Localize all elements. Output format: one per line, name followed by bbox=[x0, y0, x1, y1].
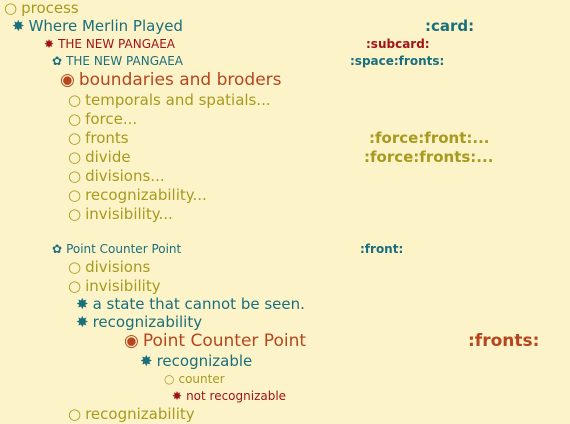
outline-item-process[interactable]: ○ process bbox=[4, 1, 79, 16]
heading-label: counter bbox=[178, 372, 225, 386]
outline-item-temporals[interactable]: ○ temporals and spatials... bbox=[68, 93, 271, 108]
heading-label: recognizability bbox=[92, 313, 203, 331]
heading-label: Point Counter Point bbox=[142, 331, 307, 351]
outline-item-space[interactable]: ✿ THE NEW PANGAEA bbox=[52, 55, 183, 67]
heading-label: fronts bbox=[85, 129, 129, 147]
outline-item-boundaries[interactable]: ◉ boundaries and broders bbox=[60, 72, 282, 89]
radio-bullet-icon: ◉ bbox=[124, 331, 139, 351]
heading-label: divisions... bbox=[85, 167, 165, 185]
tag-force-front: :force:front:... bbox=[369, 129, 490, 147]
heading-label: boundaries and broders bbox=[78, 70, 282, 90]
circle-bullet-icon: ○ bbox=[68, 129, 82, 147]
heading-label: THE NEW PANGAEA bbox=[66, 54, 184, 68]
star-bullet-icon: ✸ bbox=[12, 17, 25, 35]
tag-card: :card: bbox=[425, 17, 475, 35]
tag-front: :front: bbox=[360, 242, 404, 256]
outline-item-subcard[interactable]: ✸ THE NEW PANGAEA bbox=[44, 38, 175, 50]
outline-item-pcp[interactable]: ✿ Point Counter Point bbox=[52, 243, 181, 255]
flower-bullet-icon: ✿ bbox=[52, 242, 63, 256]
heading-label: temporals and spatials... bbox=[85, 91, 271, 109]
heading-label: process bbox=[21, 0, 79, 17]
heading-label: not recognizable bbox=[186, 389, 287, 403]
outline-item-invisibility[interactable]: ○ invisibility... bbox=[68, 207, 173, 222]
outline-item-notrecog[interactable]: ✸ not recognizable bbox=[172, 390, 286, 402]
heading-label: Point Counter Point bbox=[66, 242, 182, 256]
outline-item-recog[interactable]: ✸ recognizability bbox=[76, 315, 202, 330]
star-bullet-icon: ✸ bbox=[44, 37, 55, 51]
outline-item-recognizability[interactable]: ○ recognizability... bbox=[68, 188, 207, 203]
circle-bullet-icon: ○ bbox=[68, 91, 82, 109]
outline-item-divide[interactable]: ○ divide bbox=[68, 150, 131, 165]
flower-bullet-icon: ✿ bbox=[52, 54, 63, 68]
heading-label: THE NEW PANGAEA bbox=[58, 37, 176, 51]
heading-label: recognizability bbox=[85, 405, 195, 423]
outline-item-divisions-2[interactable]: ○ divisions bbox=[68, 260, 150, 275]
tag-fronts: :fronts: bbox=[468, 331, 540, 351]
tag-subcard: :subcard: bbox=[366, 37, 430, 51]
outline-item-divisions[interactable]: ○ divisions... bbox=[68, 169, 165, 184]
heading-label: divide bbox=[85, 148, 131, 166]
circle-bullet-icon: ○ bbox=[68, 148, 82, 166]
star-bullet-icon: ✸ bbox=[76, 295, 89, 313]
outline-item-fronts[interactable]: ○ fronts bbox=[68, 131, 129, 146]
outline-item-invisibility-2[interactable]: ○ invisibility bbox=[68, 279, 161, 294]
outline-item-pcp-2[interactable]: ◉ Point Counter Point bbox=[124, 333, 306, 350]
heading-label: recognizable bbox=[156, 352, 253, 370]
circle-bullet-icon: ○ bbox=[68, 277, 82, 295]
outline-item-state[interactable]: ✸ a state that cannot be seen. bbox=[76, 297, 305, 312]
outline-item-recognizability-2[interactable]: ○ recognizability bbox=[68, 407, 195, 422]
circle-bullet-icon: ○ bbox=[4, 0, 18, 17]
heading-label: recognizability... bbox=[85, 186, 207, 204]
circle-bullet-icon: ○ bbox=[68, 405, 82, 423]
tag-space-fronts: :space:fronts: bbox=[350, 54, 445, 68]
heading-label: invisibility bbox=[85, 277, 161, 295]
heading-label: Where Merlin Played bbox=[28, 17, 183, 35]
heading-label: divisions bbox=[85, 258, 151, 276]
outline-item-counter[interactable]: ○ counter bbox=[164, 373, 225, 385]
circle-bullet-icon: ○ bbox=[68, 205, 82, 223]
radio-bullet-icon: ◉ bbox=[60, 70, 75, 90]
tag-force-fronts: :force:fronts:... bbox=[364, 148, 494, 166]
circle-bullet-icon: ○ bbox=[68, 110, 82, 128]
circle-bullet-icon: ○ bbox=[68, 167, 82, 185]
star-bullet-icon: ✸ bbox=[140, 352, 153, 370]
heading-label: a state that cannot be seen. bbox=[92, 295, 305, 313]
circle-bullet-icon: ○ bbox=[68, 258, 82, 276]
outline-item-recognizable[interactable]: ✸ recognizable bbox=[140, 354, 252, 369]
star-bullet-icon: ✸ bbox=[76, 313, 89, 331]
outline-item-card[interactable]: ✸ Where Merlin Played bbox=[12, 19, 183, 34]
outline-item-force[interactable]: ○ force... bbox=[68, 112, 137, 127]
circle-bullet-icon: ○ bbox=[164, 372, 175, 386]
circle-bullet-icon: ○ bbox=[68, 186, 82, 204]
star-bullet-icon: ✸ bbox=[172, 389, 183, 403]
heading-label: force... bbox=[85, 110, 138, 128]
heading-label: invisibility... bbox=[85, 205, 173, 223]
